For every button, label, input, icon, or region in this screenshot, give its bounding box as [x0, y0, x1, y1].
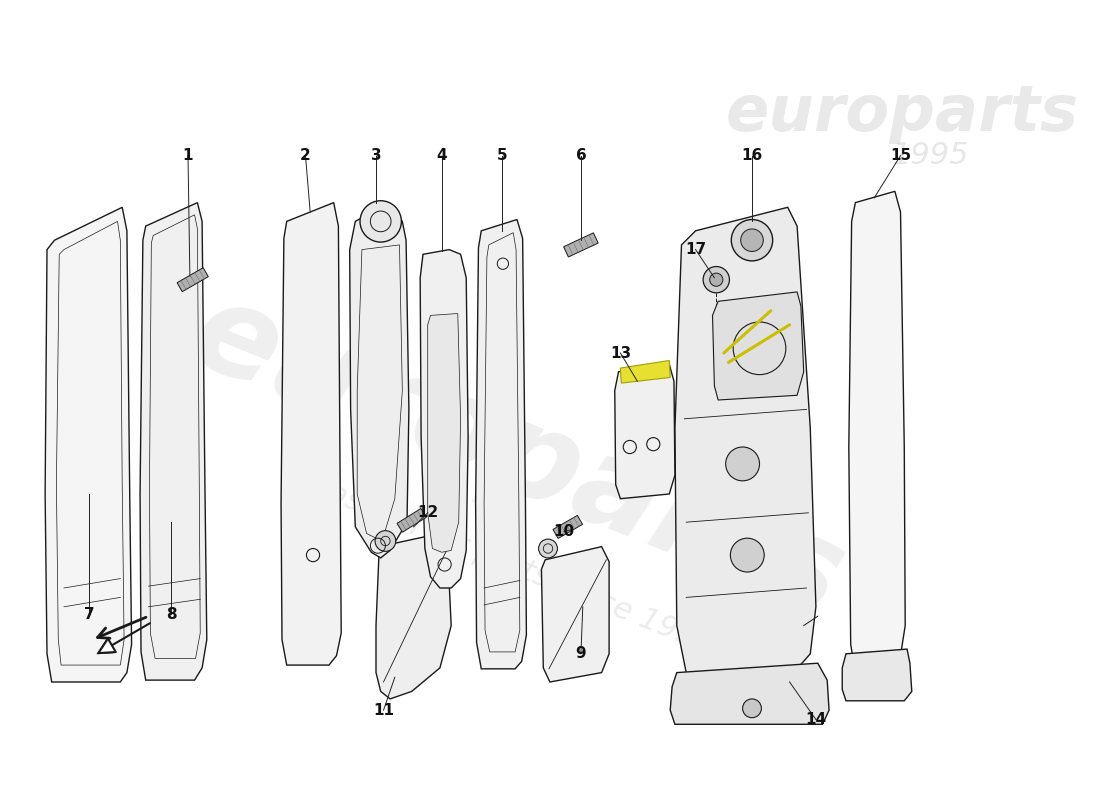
Polygon shape	[397, 509, 427, 532]
Polygon shape	[553, 515, 583, 538]
Text: 15: 15	[890, 148, 911, 163]
Circle shape	[732, 219, 772, 261]
Polygon shape	[140, 202, 207, 680]
Circle shape	[539, 539, 558, 558]
Polygon shape	[428, 314, 461, 552]
Polygon shape	[282, 202, 341, 665]
Polygon shape	[670, 663, 829, 724]
Polygon shape	[843, 649, 912, 701]
Text: 10: 10	[553, 524, 574, 539]
Text: 16: 16	[741, 148, 762, 163]
Polygon shape	[420, 250, 469, 588]
Circle shape	[710, 273, 723, 286]
Text: 6: 6	[575, 148, 586, 163]
Text: 12: 12	[417, 506, 438, 520]
Polygon shape	[675, 207, 816, 691]
Polygon shape	[541, 546, 609, 682]
Circle shape	[703, 266, 729, 293]
Polygon shape	[713, 292, 804, 400]
Text: 3: 3	[371, 148, 382, 163]
Polygon shape	[620, 361, 670, 383]
Polygon shape	[563, 233, 598, 257]
Polygon shape	[475, 219, 527, 669]
Circle shape	[742, 699, 761, 718]
Circle shape	[375, 530, 396, 551]
Text: 11: 11	[373, 702, 394, 718]
Polygon shape	[849, 191, 905, 673]
Circle shape	[360, 201, 401, 242]
Circle shape	[740, 229, 763, 251]
Text: 17: 17	[685, 242, 706, 257]
Text: 7: 7	[84, 607, 95, 622]
Polygon shape	[376, 534, 451, 699]
Circle shape	[730, 538, 764, 572]
Polygon shape	[45, 207, 132, 682]
Text: 1995: 1995	[892, 141, 969, 170]
Polygon shape	[615, 364, 675, 498]
Text: europarts: europarts	[174, 271, 860, 642]
Circle shape	[726, 447, 759, 481]
Text: 5: 5	[496, 148, 507, 163]
Text: 8: 8	[166, 607, 176, 622]
Text: europarts: europarts	[726, 82, 1079, 144]
Text: 2: 2	[300, 148, 311, 163]
Text: 14: 14	[805, 712, 826, 727]
Text: 1: 1	[183, 148, 194, 163]
Polygon shape	[350, 206, 409, 558]
Text: 13: 13	[609, 346, 631, 361]
Text: 9: 9	[575, 646, 586, 662]
Text: 4: 4	[437, 148, 447, 163]
Text: a passion for parts since 1995: a passion for parts since 1995	[279, 460, 717, 659]
Polygon shape	[177, 268, 208, 292]
